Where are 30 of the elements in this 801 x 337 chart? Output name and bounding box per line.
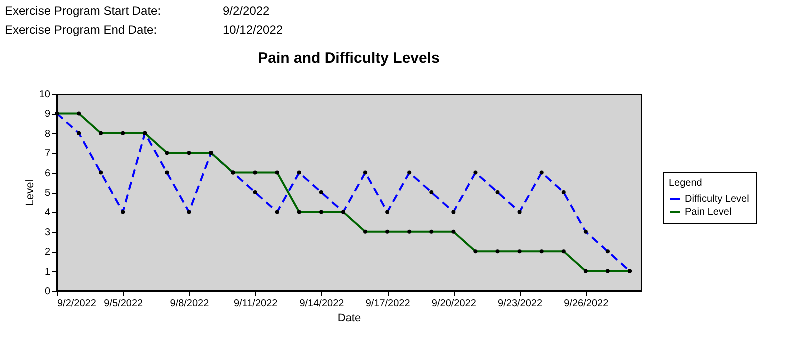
text: 9/2/2022 xyxy=(223,4,270,18)
x-tick-label: 9/23/2022 xyxy=(498,298,543,310)
y-tick-label: 7 xyxy=(44,148,51,160)
x-tick-label: 9/17/2022 xyxy=(366,298,411,310)
x-tick-label: 9/20/2022 xyxy=(432,298,477,310)
y-tick-label: 6 xyxy=(44,168,51,180)
x-tick-label: 9/26/2022 xyxy=(564,298,610,310)
legend-title: Legend xyxy=(669,178,702,189)
text: Exercise Program End Date: xyxy=(5,23,158,37)
y-tick-label: 2 xyxy=(44,247,51,258)
y-tick-label: 10 xyxy=(39,90,51,100)
chart-title: Pain and Difficulty Levels xyxy=(258,50,440,67)
x-tick-label: 9/2/2022 xyxy=(58,298,97,310)
y-tick-label: 5 xyxy=(44,188,51,199)
x-tick-label: 9/5/2022 xyxy=(104,298,144,310)
text: Exercise Program Start Date: xyxy=(5,4,162,18)
y-axis-title: Level xyxy=(24,180,36,206)
y-tick-label: 4 xyxy=(44,208,51,219)
x-tick-label: 9/11/2022 xyxy=(234,298,278,310)
y-tick-label: 0 xyxy=(44,286,51,298)
y-tick-label: 8 xyxy=(44,128,51,140)
y-tick-label: 9 xyxy=(44,109,51,120)
text: 10/12/2022 xyxy=(223,23,284,37)
x-tick-label: 9/8/2022 xyxy=(170,298,210,310)
y-tick-label: 1 xyxy=(44,266,51,278)
x-axis-title: Date xyxy=(338,312,362,324)
x-tick-label: 9/14/2022 xyxy=(300,298,345,310)
y-tick-label: 3 xyxy=(44,227,51,238)
legend-label: Pain Level xyxy=(685,207,732,218)
legend-label: Difficulty Level xyxy=(685,194,750,205)
